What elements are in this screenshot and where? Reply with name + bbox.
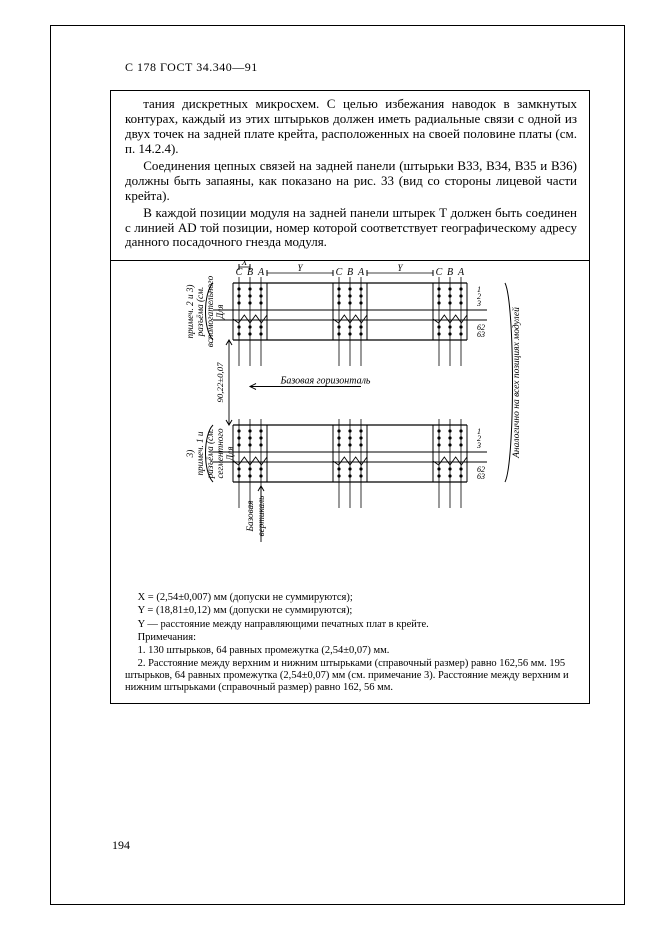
dims-and-notes: X = (2,54±0,007) мм (допуски не суммирую… xyxy=(111,586,589,703)
svg-text:А: А xyxy=(257,267,265,278)
page-header: С 178 ГОСТ 34.340—91 xyxy=(125,60,258,75)
dim-y2: Y — расстояние между направляющими печат… xyxy=(125,619,577,631)
svg-text:С: С xyxy=(436,267,443,278)
note-2: 2. Расстояние между верхним и нижним шты… xyxy=(125,658,577,694)
svg-text:3: 3 xyxy=(476,441,481,450)
svg-text:вспомога­тельного: вспомога­тельного xyxy=(205,276,215,348)
page-number: 194 xyxy=(112,838,130,853)
svg-text:В: В xyxy=(447,267,453,278)
svg-text:Базовая горизонталь: Базовая горизонталь xyxy=(280,376,371,387)
page-frame: тания дискретных микросхем. С целью избе… xyxy=(110,90,590,704)
figure-svg: СВАСВАСВАXYY12362631236263Аналогично на … xyxy=(121,261,581,586)
svg-text:Y: Y xyxy=(297,263,303,273)
svg-text:сегментного: сегментного xyxy=(215,428,225,478)
body-text: тания дискретных микросхем. С целью избе… xyxy=(111,91,589,261)
para-3: В каждой позиции модуля на задней панели… xyxy=(125,206,577,251)
figure-zone: СВАСВАСВАXYY12362631236263Аналогично на … xyxy=(111,261,589,586)
svg-text:С: С xyxy=(336,267,343,278)
svg-text:Для: Для xyxy=(225,447,235,462)
svg-text:63: 63 xyxy=(477,472,485,481)
para-1: тания дискретных микросхем. С целью избе… xyxy=(125,97,577,157)
svg-text:90,22±0,07: 90,22±0,07 xyxy=(215,362,225,403)
svg-text:Y: Y xyxy=(397,263,403,273)
svg-text:вертикаль: вертикаль xyxy=(256,496,266,537)
svg-text:3): 3) xyxy=(185,450,195,459)
svg-text:при­меч. 1 u: при­меч. 1 u xyxy=(195,431,205,475)
dim-y1: Y = (18,81±0,12) мм (допуски не суммирую… xyxy=(125,605,577,617)
svg-text:X: X xyxy=(241,261,248,267)
svg-text:Базовая: Базовая xyxy=(245,501,255,533)
svg-text:3: 3 xyxy=(476,299,481,308)
note-1: 1. 130 штырьков, 64 равных промежутка (2… xyxy=(125,645,577,657)
svg-text:примеч. 2 u 3): примеч. 2 u 3) xyxy=(185,285,195,339)
svg-text:Для: Для xyxy=(215,305,225,320)
notes-label: Примечания: xyxy=(125,632,577,644)
svg-text:Аналогично на всех позициях мо: Аналогично на всех позициях модулей xyxy=(511,307,522,459)
svg-text:63: 63 xyxy=(477,330,485,339)
svg-text:разъёма (см.: разъёма (см. xyxy=(205,429,215,480)
dim-x: X = (2,54±0,007) мм (допуски не суммирую… xyxy=(125,592,577,604)
svg-text:разъё­ма (см.: разъё­ма (см. xyxy=(195,287,205,338)
svg-text:А: А xyxy=(357,267,365,278)
para-2: Соединения цепных связей на задней панел… xyxy=(125,159,577,204)
svg-text:А: А xyxy=(457,267,465,278)
svg-text:В: В xyxy=(347,267,353,278)
